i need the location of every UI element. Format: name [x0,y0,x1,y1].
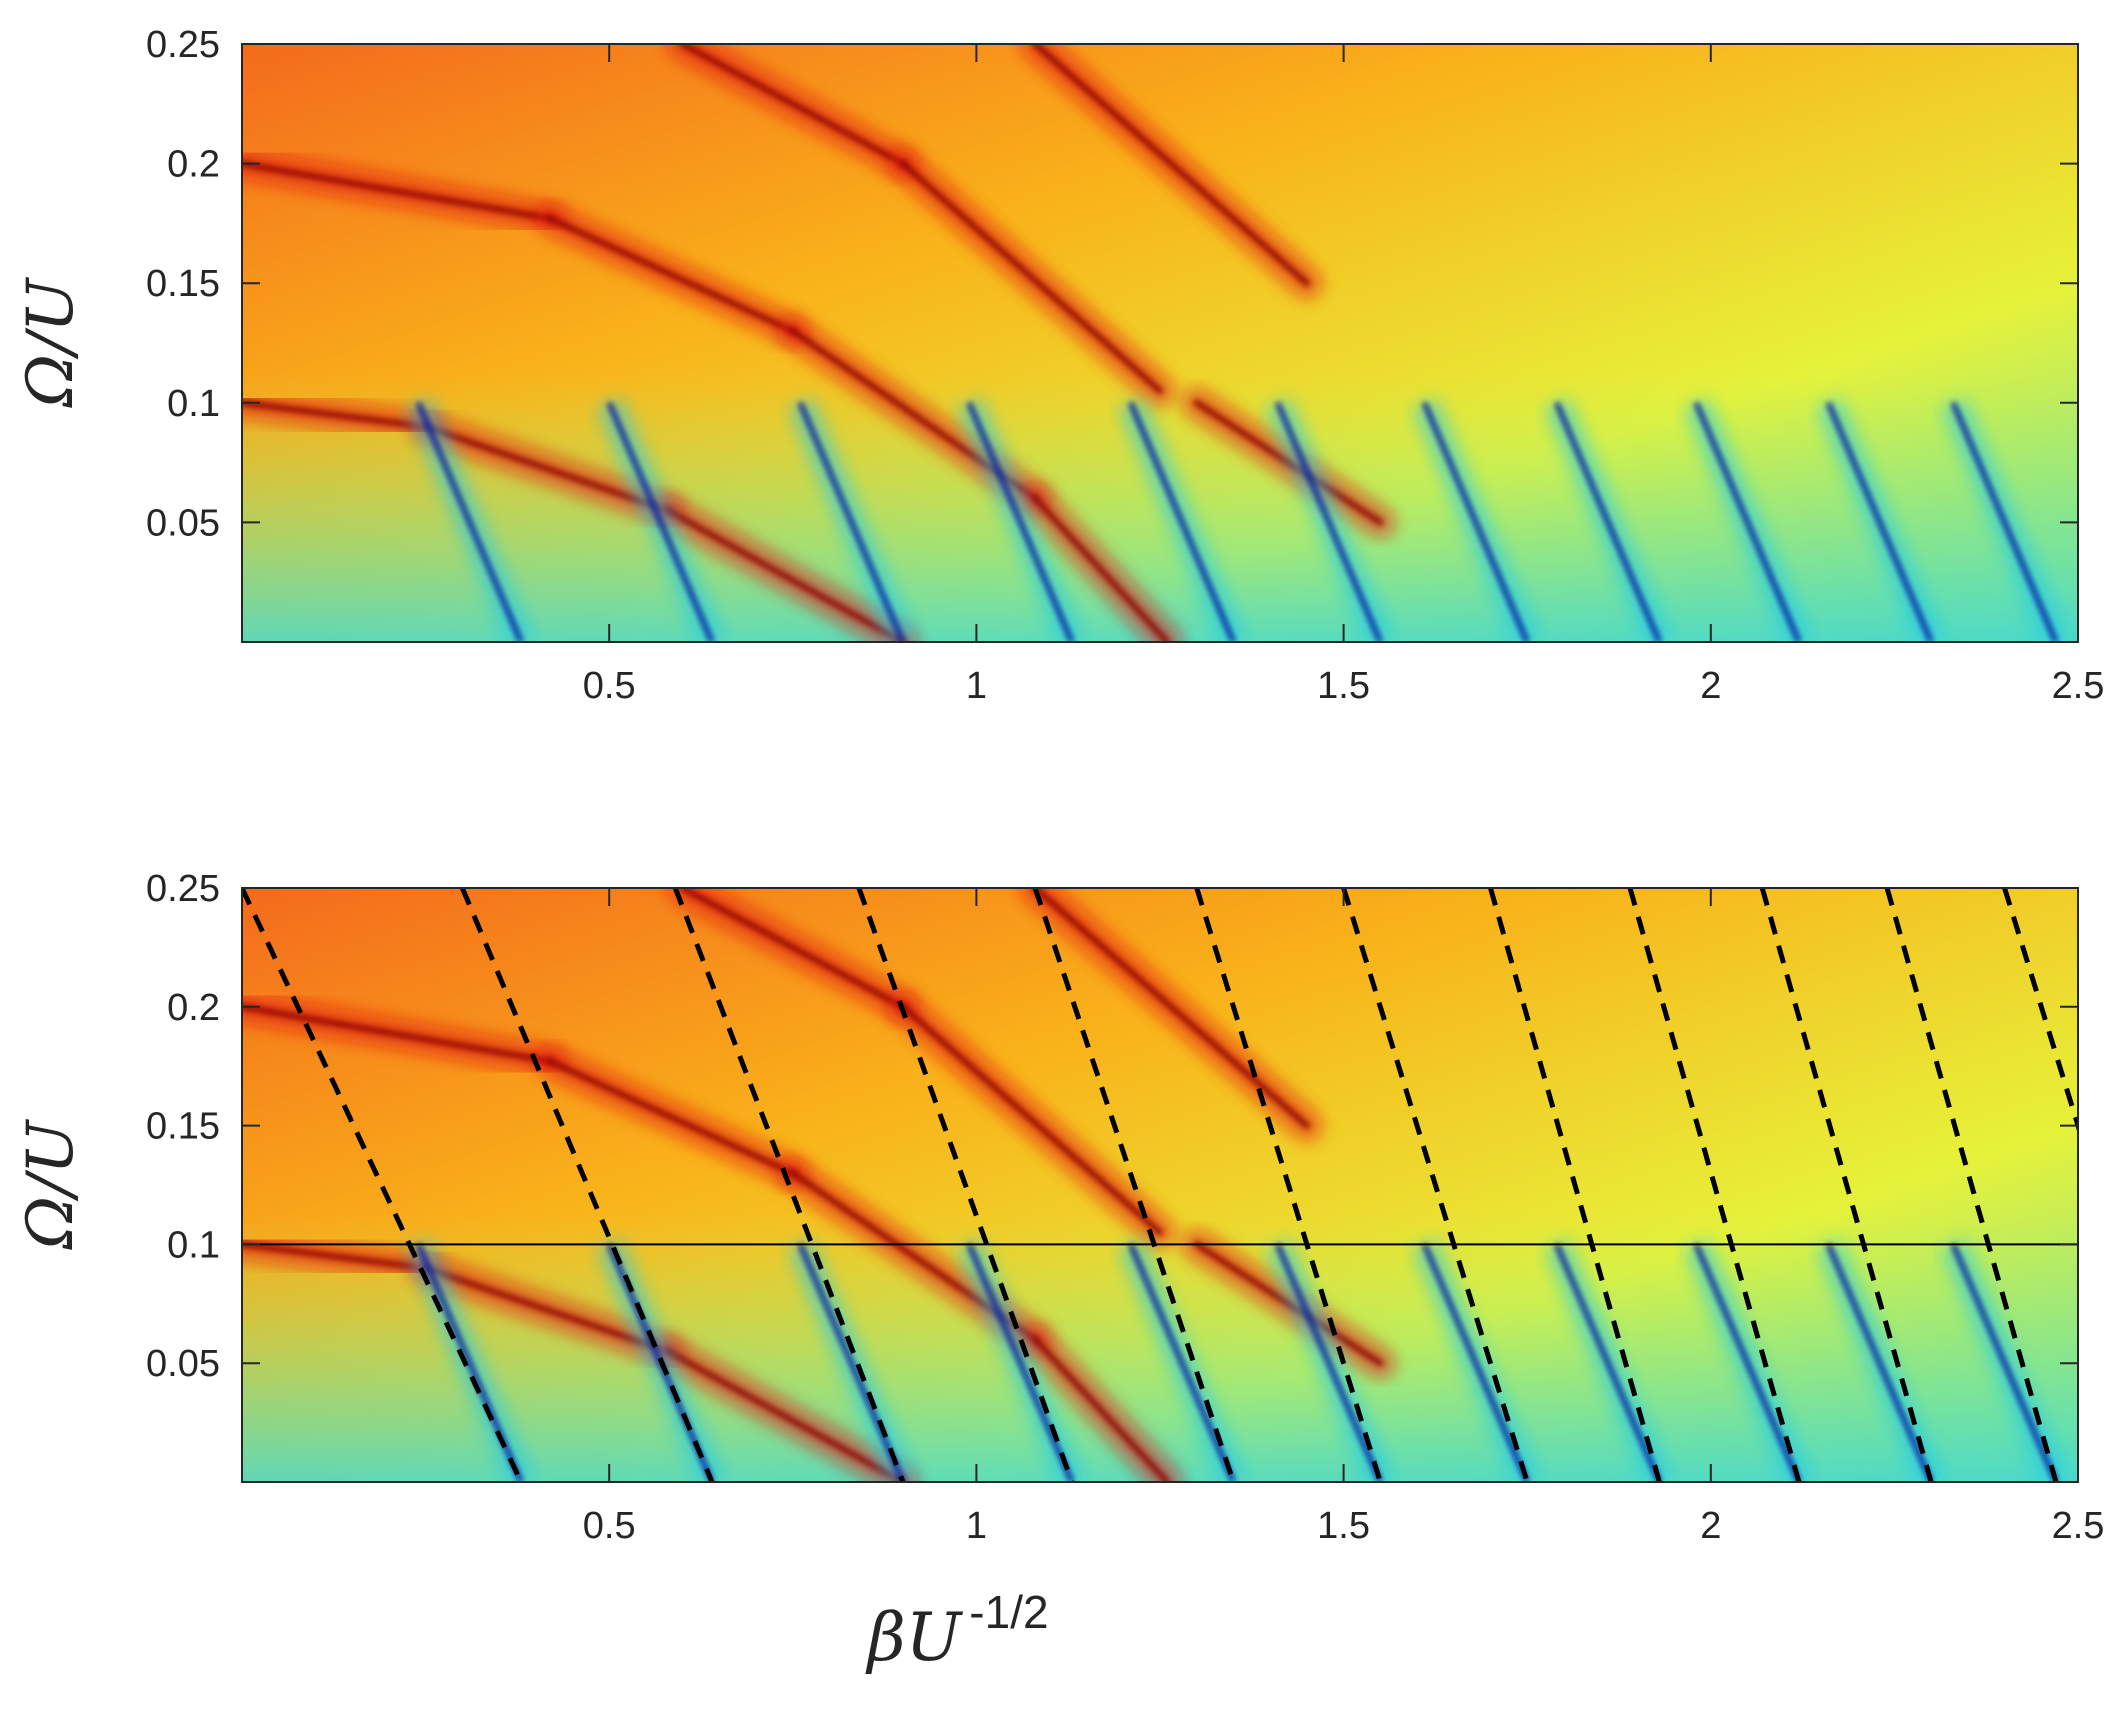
y-tick-label: 0.1 [167,383,220,425]
heatmap-field [242,44,2078,642]
ridge-line [664,507,906,642]
resonance-line [1950,401,2059,642]
dashed-line [1627,888,1802,1482]
axes-frame [241,43,2079,643]
resonance-line [1275,1243,1383,1482]
ridge-line [664,1348,906,1482]
y-tick-label: 0.25 [146,24,220,66]
resonance-line [415,401,524,642]
x-tick-label: 1.5 [1317,665,1370,707]
ridge-line [1032,44,1310,287]
y-tick-label: 0.05 [146,502,220,544]
resonance-line [797,401,906,642]
x-tick-label: 1 [966,1505,987,1547]
y-tick-label: 0.2 [167,987,220,1029]
dashed-line [1032,888,1236,1482]
y-tick-label: 0.15 [146,263,220,305]
resonance-line [1128,1243,1236,1482]
resonance-line [1826,401,1934,642]
ridge-line [1032,495,1171,642]
resonance-line [1554,1243,1662,1482]
y-tick-label: 0.05 [146,1343,220,1385]
resonance-line [1128,401,1236,642]
x-tick-label: 0.5 [583,1505,636,1547]
ridge-line [422,423,671,514]
dashed-line [672,888,906,1482]
resonance-line [606,401,715,642]
dashed-line [242,888,524,1482]
dashed-line [460,888,715,1482]
ridge-line [547,215,796,335]
ridge-line [679,44,906,167]
x-axis-label: βU -1/2 [865,1586,1049,1676]
ridge-line [899,1003,1163,1236]
dashed-line [1488,888,1662,1482]
y-tick-label: 0.1 [167,1224,220,1266]
resonance-line [966,1243,1075,1482]
axes-frame [241,887,2079,1483]
top-panel: 0.5 1 1.5 2 2.5 0.05 0.1 0.15 0.2 0.25 Ω/U [14,24,2104,707]
y-axis-label: Ω/U [14,1119,88,1251]
x-tick-label: 2.5 [2052,665,2105,707]
ridge-line [242,1003,554,1065]
x-tick-label: 1.5 [1317,1505,1370,1547]
ridge-line [899,160,1163,394]
resonance-line [1693,401,1802,642]
x-tick-label: 0.5 [583,665,636,707]
resonance-line [966,401,1075,642]
x-tick-label: 1 [966,665,987,707]
ridge-line [679,888,906,1010]
y-tick-label: 0.15 [146,1106,220,1148]
resonance-line [1275,401,1383,642]
dashed-line [1884,888,2059,1482]
x-axis-label-superscript: -1/2 [969,1586,1048,1638]
dashed-line [2002,888,2078,1135]
bottom-panel: 0.5 1 1.5 2 2.5 0.05 0.1 0.15 0.2 0.25 Ω/U βU -1/2 [14,868,2105,1676]
ridge-line [242,160,554,222]
dashed-line [1759,888,1934,1482]
ridge-line [1032,1336,1171,1482]
resonance-line [1554,401,1662,642]
resonance-line [1826,1243,1934,1482]
ridge-line [547,1058,796,1177]
x-tick-label: 2 [1700,1505,1721,1547]
resonance-line [1950,1243,2059,1482]
resonance-line [797,1243,906,1482]
ridge-line [242,1241,429,1272]
y-tick-label: 0.25 [146,868,220,910]
dashed-line [856,888,1075,1482]
resonance-line [1422,401,1530,642]
dashed-line [1194,888,1383,1482]
ridge-line [1032,888,1310,1129]
resonance-line [1693,1243,1802,1482]
ridge-line [242,399,429,430]
x-tick-label: 2.5 [2052,1505,2105,1547]
y-tick-label: 0.2 [167,144,220,186]
ridge-line [422,1265,671,1355]
x-tick-label: 2 [1700,665,1721,707]
y-axis-label: Ω/U [14,277,88,409]
dashed-line [1341,888,1530,1482]
resonance-line [1422,1243,1530,1482]
heatmap-field [242,888,2078,1482]
